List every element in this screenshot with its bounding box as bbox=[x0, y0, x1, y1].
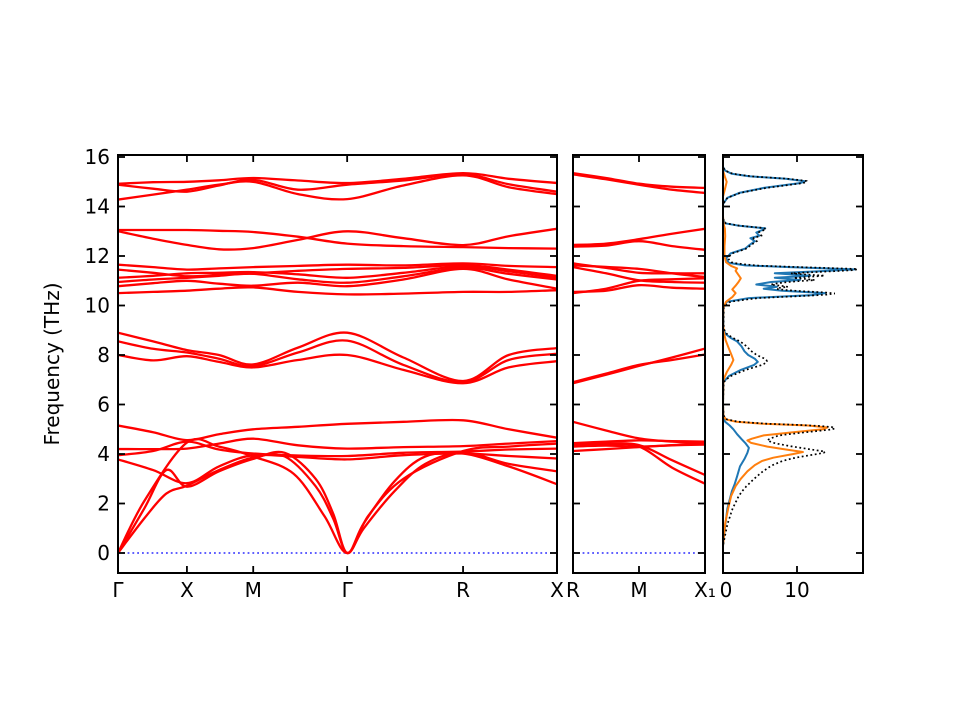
phonon-band bbox=[573, 442, 705, 453]
phonon-band bbox=[573, 264, 705, 279]
phonon-band bbox=[573, 283, 705, 294]
phonon-band bbox=[573, 240, 705, 251]
phonon-band bbox=[118, 450, 557, 555]
y-tick-label: 16 bbox=[85, 145, 110, 169]
y-tick-label: 12 bbox=[85, 244, 110, 268]
panel-frame bbox=[722, 154, 864, 574]
phonon-band bbox=[118, 452, 557, 485]
phonon-band bbox=[118, 262, 557, 271]
panel-frame bbox=[117, 154, 558, 574]
phonon-band bbox=[118, 339, 557, 384]
y-tick-label: 10 bbox=[85, 294, 110, 318]
phonon-band-structure-RMX1-curves bbox=[573, 171, 705, 554]
y-tick-label: 14 bbox=[85, 195, 110, 219]
phonon-band bbox=[118, 174, 557, 201]
x-tick-label: X bbox=[180, 578, 194, 602]
phonon-band bbox=[118, 437, 557, 451]
x-tick-label: R bbox=[456, 578, 470, 602]
phonon-band bbox=[118, 418, 557, 442]
phonon-band bbox=[573, 353, 705, 384]
phonon-band bbox=[118, 227, 557, 251]
y-tick-label: 8 bbox=[97, 343, 110, 367]
x-tick-label: M bbox=[245, 578, 262, 602]
x-tick-label: M bbox=[630, 578, 647, 602]
phonon-band bbox=[118, 451, 557, 555]
phonon-band bbox=[118, 171, 557, 185]
phonon-band bbox=[573, 173, 705, 195]
phonon-band bbox=[118, 440, 557, 458]
y-tick-label: 2 bbox=[97, 492, 110, 516]
x-tick-label: Γ bbox=[112, 578, 124, 602]
total-dos-dotted bbox=[723, 162, 858, 553]
phonon-band bbox=[118, 266, 557, 284]
phonon-band bbox=[573, 227, 705, 247]
partial-dos-orange bbox=[723, 170, 829, 546]
phonon-band bbox=[118, 331, 557, 383]
y-tick-label: 0 bbox=[97, 541, 110, 565]
y-tick-label: 4 bbox=[97, 442, 110, 466]
axes-frames bbox=[117, 154, 864, 574]
y-tick-label: 6 bbox=[97, 393, 110, 417]
partial-dos-blue bbox=[723, 166, 856, 546]
phonon-band bbox=[573, 439, 705, 445]
dos-x-tick-label: 10 bbox=[784, 578, 809, 602]
phonon-band bbox=[118, 286, 557, 296]
phonon-band bbox=[118, 228, 557, 250]
x-tick-label: Γ bbox=[342, 578, 354, 602]
phonon-band-structure-main-curves bbox=[118, 171, 557, 555]
dos-x-tick-label: 0 bbox=[720, 578, 733, 602]
phonon-band bbox=[118, 267, 557, 290]
dos-curves bbox=[723, 162, 858, 553]
x-tick-label: X₁ bbox=[694, 578, 716, 602]
phonon-band bbox=[118, 353, 557, 385]
phonon-band bbox=[118, 264, 557, 278]
x-tick-label: X bbox=[550, 578, 564, 602]
x-tick-label: R bbox=[566, 578, 580, 602]
